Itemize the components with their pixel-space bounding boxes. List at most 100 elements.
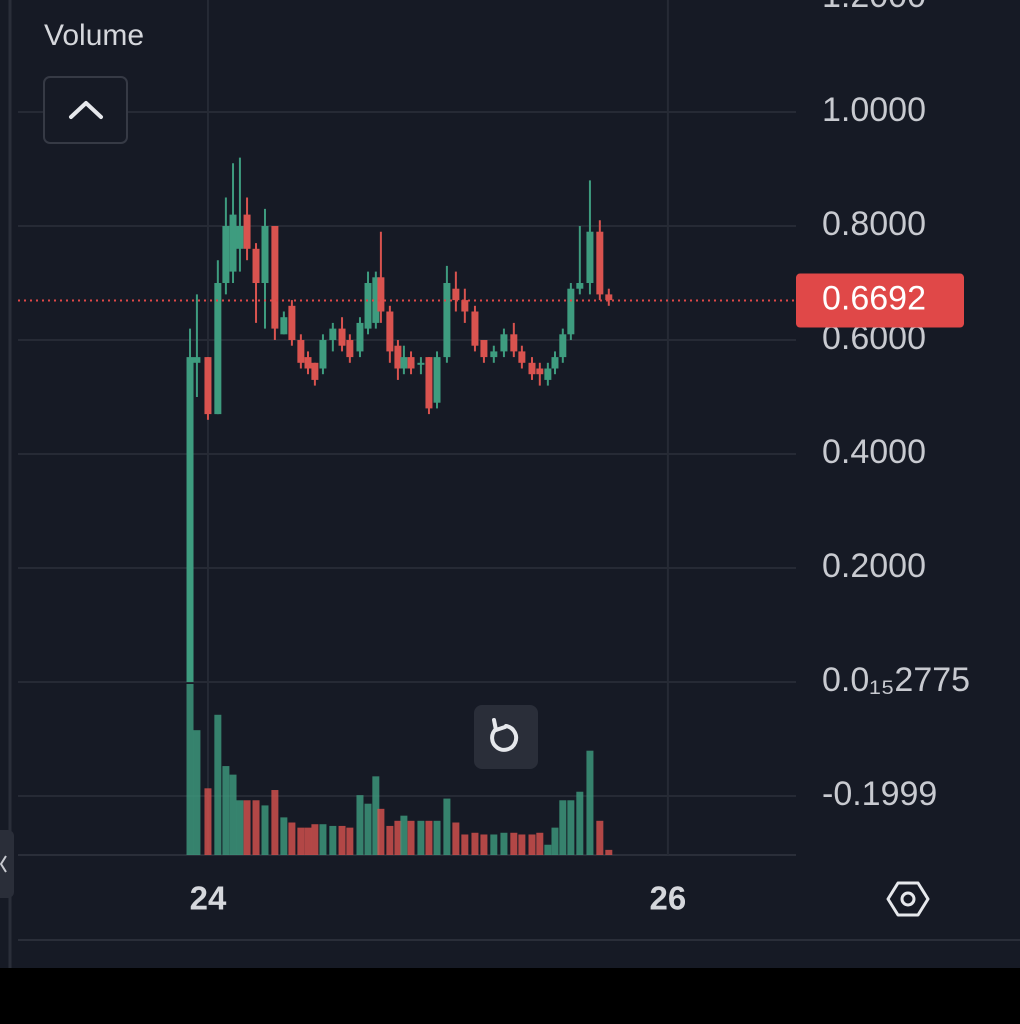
grid bbox=[18, 0, 796, 855]
collapse-button-box[interactable] bbox=[43, 76, 128, 144]
candle-body bbox=[319, 340, 327, 369]
volume-bar bbox=[338, 825, 346, 855]
y-tick-label: 1.2000 bbox=[822, 0, 926, 15]
volume-bar bbox=[417, 820, 425, 855]
candle-body bbox=[605, 294, 613, 301]
volume-bar bbox=[261, 805, 269, 855]
volume-bar bbox=[471, 832, 479, 855]
candles bbox=[186, 157, 613, 683]
candle-body bbox=[204, 357, 212, 415]
axes: 1.20001.00000.80000.60000.40000.20000.0₁… bbox=[18, 0, 970, 917]
volume-bar bbox=[425, 820, 433, 855]
candle-body bbox=[452, 288, 460, 301]
volume-bar bbox=[400, 815, 408, 855]
candle-body bbox=[443, 283, 451, 358]
volume-bar bbox=[586, 750, 594, 855]
volume-bar bbox=[297, 827, 305, 855]
candle-body bbox=[394, 345, 402, 369]
volume-bar bbox=[364, 803, 372, 855]
volume-bars bbox=[186, 684, 613, 855]
reset-icon-arrow bbox=[492, 718, 507, 732]
volume-bar bbox=[528, 834, 536, 855]
y-tick-label: 0.8000 bbox=[822, 205, 926, 243]
volume-bar bbox=[500, 832, 508, 855]
volume-bar bbox=[243, 800, 251, 855]
y-tick-label: -0.1999 bbox=[822, 775, 937, 813]
candle-body bbox=[551, 357, 559, 369]
volume-bar bbox=[480, 834, 488, 855]
volume-bar bbox=[518, 834, 526, 855]
candle-body bbox=[576, 283, 584, 289]
volume-bar bbox=[596, 820, 604, 855]
candle-body bbox=[311, 362, 319, 380]
side-tab[interactable] bbox=[0, 830, 14, 898]
candle-body bbox=[252, 248, 260, 284]
side-tab-box[interactable] bbox=[0, 830, 14, 898]
settings-icon[interactable] bbox=[886, 881, 930, 917]
candle-body bbox=[386, 311, 394, 352]
volume-bar bbox=[319, 824, 327, 855]
candle-body bbox=[186, 357, 194, 683]
volume-bar bbox=[377, 808, 385, 855]
candle-body bbox=[243, 214, 251, 249]
collapse-button[interactable] bbox=[43, 76, 128, 144]
reset-button-box[interactable] bbox=[474, 705, 538, 769]
side-tab-icon bbox=[0, 855, 7, 873]
volume-bar bbox=[433, 820, 441, 855]
candle-body bbox=[559, 334, 567, 358]
settings-button[interactable] bbox=[886, 881, 930, 917]
volume-bar bbox=[311, 824, 319, 855]
reset-button[interactable] bbox=[474, 705, 538, 769]
candle-body bbox=[536, 368, 544, 375]
candle-body bbox=[544, 368, 552, 380]
candle-body bbox=[480, 340, 488, 358]
candle-body bbox=[433, 357, 441, 403]
x-tick-label: 26 bbox=[650, 880, 687, 917]
candle-body bbox=[518, 351, 526, 363]
candle-body bbox=[193, 357, 201, 363]
candle-body bbox=[229, 214, 237, 272]
volume-bar bbox=[329, 825, 337, 855]
volume-bar bbox=[356, 795, 364, 855]
last-price-label: 0.6692 bbox=[822, 280, 926, 318]
volume-bar bbox=[280, 817, 288, 855]
candle-body bbox=[236, 226, 244, 249]
volume-bar bbox=[559, 800, 567, 855]
candle-body bbox=[346, 340, 354, 358]
candle-body bbox=[377, 277, 385, 312]
candle-body bbox=[407, 357, 415, 369]
candle-body bbox=[261, 226, 269, 284]
candle-body bbox=[356, 322, 364, 352]
volume-bar bbox=[346, 827, 354, 855]
chart-background bbox=[0, 0, 1020, 968]
volume-bar bbox=[204, 788, 212, 855]
candle-body bbox=[425, 357, 433, 409]
y-tick-label: 0.2000 bbox=[822, 547, 926, 585]
candle-body bbox=[297, 340, 305, 363]
volume-bar bbox=[461, 834, 469, 855]
volume-bar bbox=[236, 800, 244, 855]
y-tick-label: 1.0000 bbox=[822, 91, 926, 129]
candle-body bbox=[490, 351, 498, 358]
volume-bar bbox=[452, 822, 460, 855]
volume-bar bbox=[443, 798, 451, 855]
volume-bar bbox=[567, 800, 575, 855]
x-tick-label: 24 bbox=[190, 880, 227, 917]
volume-bar bbox=[271, 790, 279, 855]
volume-bar bbox=[576, 791, 584, 855]
y-tick-label: 0.4000 bbox=[822, 433, 926, 471]
reset-icon bbox=[490, 724, 519, 752]
candle-body bbox=[304, 357, 312, 369]
chevron-up-icon bbox=[69, 101, 103, 119]
volume-bar bbox=[407, 820, 415, 855]
volume-bar bbox=[536, 832, 544, 855]
settings-icon-center bbox=[900, 891, 916, 907]
volume-bar bbox=[193, 730, 201, 855]
y-tick-label: 0.0₁₅2775 bbox=[822, 661, 970, 699]
candle-body bbox=[271, 226, 279, 329]
volume-bar bbox=[222, 766, 230, 855]
volume-label: Volume bbox=[44, 19, 144, 52]
candle-body bbox=[471, 311, 479, 346]
volume-bar bbox=[394, 820, 402, 855]
